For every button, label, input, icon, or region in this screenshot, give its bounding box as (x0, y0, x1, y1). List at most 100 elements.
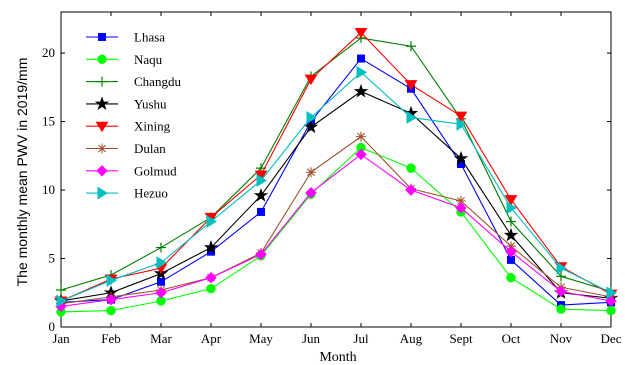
data-point-golmud (405, 184, 417, 196)
legend-marker-naqu (97, 54, 107, 64)
data-point-golmud (305, 187, 317, 199)
data-point-naqu (606, 305, 616, 316)
x-tick-label: Oct (502, 331, 521, 346)
legend-marker-changdu (97, 76, 107, 87)
data-point-naqu (406, 163, 416, 173)
y-tick-label: 15 (42, 114, 55, 129)
legend-marker-dulan (97, 143, 107, 154)
plot-area (60, 11, 612, 328)
legend-item-xining: Xining (86, 119, 171, 134)
data-point-xining (454, 111, 468, 123)
data-point-hezuo (306, 111, 317, 124)
data-point-xining (504, 195, 518, 206)
legend-marker-hezuo (97, 186, 108, 200)
legend-item-lhasa: Lhasa (86, 30, 165, 45)
series-golmud (55, 148, 617, 313)
legend-marker-yushu (94, 96, 110, 110)
data-point-hezuo (256, 174, 267, 187)
series-line-golmud (60, 153, 612, 308)
data-point-yushu (503, 227, 519, 242)
legend-label: Dulan (134, 141, 166, 156)
data-point-lhasa (507, 255, 515, 264)
x-tick-label: Jul (353, 331, 369, 346)
data-point-xining (354, 28, 368, 39)
data-point-naqu (206, 283, 216, 294)
series-line-lhasa (60, 57, 612, 306)
series-lhasa (57, 54, 615, 310)
x-tick-label: Dec (601, 331, 622, 346)
data-point-yushu (203, 240, 219, 254)
data-point-golmud (505, 245, 517, 258)
x-tick-label: Apr (201, 331, 222, 346)
data-point-xining (304, 74, 318, 86)
legend-label: Yushu (134, 96, 167, 111)
legend: Lhasa Naqu Changdu Yushu Xining Dulan Golmud He… (86, 30, 181, 201)
data-point-xining (404, 80, 418, 91)
data-point-hezuo (456, 117, 467, 131)
data-point-golmud (255, 248, 267, 261)
data-point-yushu (303, 119, 319, 134)
legend-marker-lhasa (98, 33, 106, 41)
data-point-hezuo (406, 111, 417, 124)
legend-item-changdu: Changdu (86, 74, 181, 89)
data-point-changdu (406, 41, 416, 52)
data-point-changdu (506, 216, 516, 227)
legend-marker-golmud (96, 165, 108, 177)
series-line-yushu (60, 90, 612, 302)
x-axis-label: Month (319, 350, 356, 365)
legend-item-yushu: Yushu (86, 96, 167, 111)
data-point-hezuo (356, 65, 367, 79)
data-point-lhasa (257, 207, 265, 216)
legend-label: Xining (134, 119, 171, 134)
series-line-hezuo (60, 71, 612, 302)
legend-label: Golmud (134, 163, 177, 178)
legend-label: Hezuo (134, 186, 168, 201)
data-point-yushu (253, 187, 269, 202)
data-point-yushu (453, 151, 469, 165)
data-point-lhasa (157, 277, 165, 286)
legend-item-golmud: Golmud (86, 163, 177, 178)
data-point-naqu (556, 304, 566, 314)
data-point-naqu (106, 305, 116, 316)
data-point-golmud (555, 285, 567, 298)
data-point-golmud (355, 148, 367, 161)
series-line-xining (60, 31, 612, 302)
data-point-hezuo (206, 215, 217, 228)
data-point-hezuo (56, 294, 67, 308)
y-tick-label: 5 (49, 251, 56, 266)
data-point-yushu (353, 83, 369, 98)
y-axis-label: The monthly mean PWV in 2019/mm (14, 58, 30, 287)
x-tick-label: Feb (101, 331, 121, 346)
x-tick-label: Mar (150, 331, 172, 346)
x-tick-label: Jan (52, 331, 70, 346)
data-point-hezuo (556, 261, 567, 275)
data-point-hezuo (106, 274, 117, 287)
y-tick-label: 0 (49, 319, 56, 334)
data-point-dulan (456, 196, 466, 206)
data-point-lhasa (357, 54, 365, 63)
legend-marker-xining (95, 121, 109, 133)
x-tick-label: Jun (302, 331, 321, 346)
data-point-dulan (306, 167, 316, 178)
data-point-golmud (105, 293, 117, 306)
data-point-hezuo (156, 256, 167, 270)
x-tick-label: May (249, 331, 273, 346)
series-line-naqu (60, 146, 612, 313)
data-point-hezuo (506, 201, 517, 215)
data-point-golmud (455, 202, 467, 214)
legend-item-hezuo: Hezuo (86, 186, 168, 201)
legend-label: Naqu (134, 52, 163, 67)
data-point-changdu (556, 271, 566, 282)
x-tick-label: Aug (400, 331, 423, 346)
series-line-changdu (60, 37, 612, 292)
x-tick-label: Nov (550, 331, 573, 346)
data-point-changdu (156, 242, 166, 253)
legend-label: Changdu (134, 74, 181, 89)
data-point-hezuo (606, 286, 617, 300)
data-point-golmud (205, 271, 217, 284)
series-hezuo (56, 65, 617, 308)
series-line-dulan (60, 135, 612, 305)
data-point-golmud (605, 295, 617, 307)
legend-label: Lhasa (134, 30, 165, 45)
